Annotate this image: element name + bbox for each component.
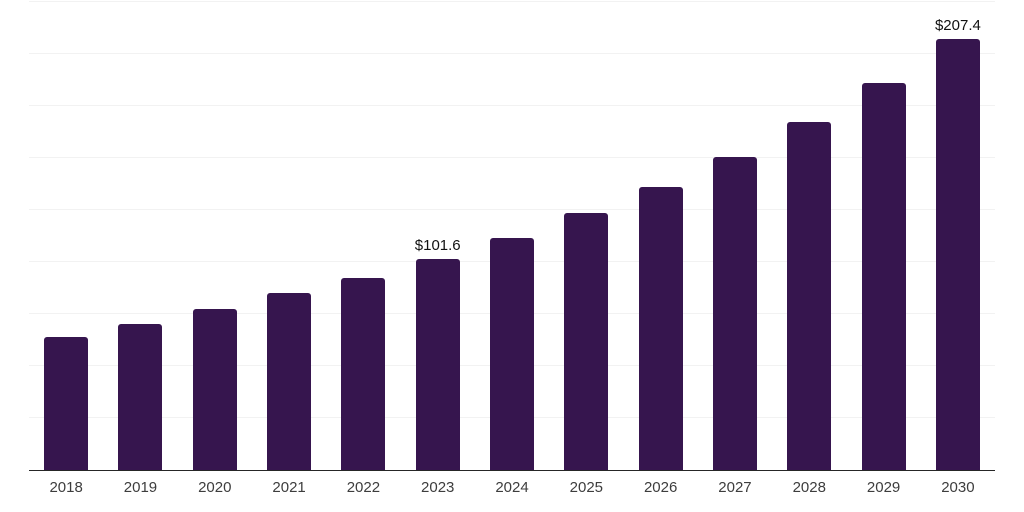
gridline-150 bbox=[29, 157, 995, 158]
bars-container: $101.6 $207.4 bbox=[29, 2, 995, 470]
x-tick-2019: 2019 bbox=[123, 479, 158, 496]
bar-2023 bbox=[415, 258, 460, 470]
bar-column-2028 bbox=[772, 2, 846, 470]
x-tick-2028: 2028 bbox=[792, 479, 826, 496]
bar-column-2022 bbox=[326, 2, 400, 470]
plot-area: $101.6 $207.4 bbox=[29, 1, 995, 471]
x-tick-2024: 2024 bbox=[495, 479, 529, 496]
x-tick-2026: 2026 bbox=[643, 479, 678, 496]
bar-2030 bbox=[935, 38, 980, 470]
bar-2025 bbox=[564, 212, 609, 470]
bar-column-2025 bbox=[549, 2, 623, 470]
bar-2026 bbox=[638, 187, 683, 470]
bar-column-2024 bbox=[475, 2, 549, 470]
bar-column-2029 bbox=[846, 2, 920, 470]
bar-2024 bbox=[490, 237, 535, 470]
bar-column-2027 bbox=[698, 2, 772, 470]
gridline-225 bbox=[29, 1, 995, 2]
gridline-200 bbox=[29, 53, 995, 54]
bar-2020 bbox=[192, 309, 237, 470]
bar-2029 bbox=[861, 82, 906, 470]
bar-column-2021 bbox=[252, 2, 326, 470]
bar-value-label-2023: $101.6 bbox=[414, 236, 461, 254]
x-tick-2029: 2029 bbox=[866, 479, 901, 496]
bar-2027 bbox=[712, 157, 757, 470]
bar-column-2023: $101.6 bbox=[401, 2, 475, 470]
bar-column-2026 bbox=[624, 2, 698, 470]
bar-column-2018 bbox=[29, 2, 103, 470]
bar-value-label-2030: $207.4 bbox=[934, 16, 981, 34]
bar-2019 bbox=[118, 323, 163, 470]
x-tick-2023: 2023 bbox=[421, 479, 455, 496]
bar-column-2020 bbox=[178, 2, 252, 470]
x-tick-2018: 2018 bbox=[49, 479, 83, 496]
bar-2022 bbox=[341, 277, 386, 470]
bar-2028 bbox=[787, 121, 832, 470]
x-tick-2025: 2025 bbox=[569, 479, 604, 496]
x-tick-2022: 2022 bbox=[346, 479, 381, 496]
x-axis-labels: 2018 2019 2020 2021 2022 2023 2024 2025 2026 2027… bbox=[29, 479, 995, 497]
x-tick-2021: 2021 bbox=[272, 479, 306, 496]
x-tick-2030: 2030 bbox=[941, 479, 975, 496]
gridline-175 bbox=[29, 105, 995, 106]
bar-column-2030: $207.4 bbox=[921, 2, 995, 470]
gridline-125 bbox=[29, 209, 995, 210]
x-tick-2027: 2027 bbox=[718, 479, 752, 496]
x-tick-2020: 2020 bbox=[198, 479, 232, 496]
bar-2021 bbox=[267, 293, 312, 470]
bar-column-2019 bbox=[103, 2, 177, 470]
bar-2018 bbox=[44, 336, 89, 470]
